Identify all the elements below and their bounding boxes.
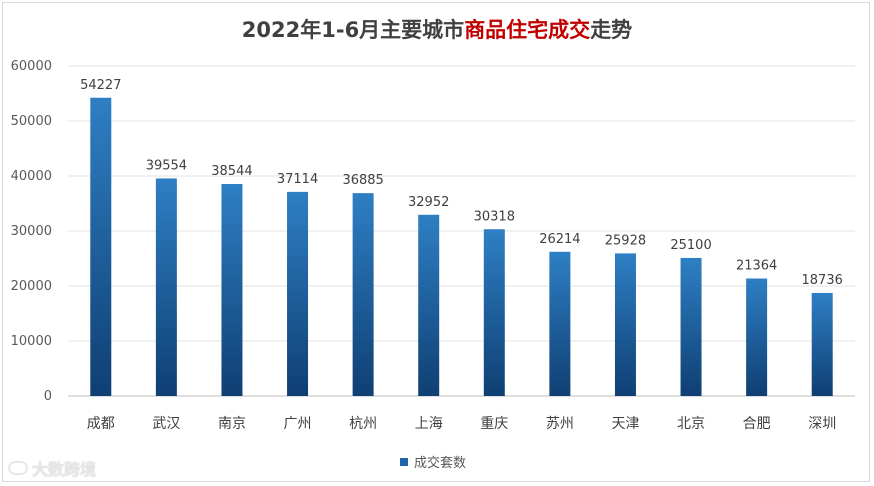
- category-label: 深圳: [808, 416, 836, 432]
- category-label: 苏州: [546, 416, 574, 432]
- bar-10: [680, 257, 702, 396]
- data-label: 25100: [670, 238, 711, 253]
- data-label: 30318: [474, 209, 515, 224]
- bar-9: [614, 253, 636, 396]
- data-label: 38544: [211, 164, 252, 179]
- legend: 成交套数: [400, 452, 466, 471]
- category-label: 重庆: [480, 416, 508, 432]
- category-label: 上海: [415, 416, 443, 432]
- data-label: 36885: [342, 173, 383, 188]
- category-label: 北京: [677, 416, 705, 432]
- title-part-highlight: 商品住宅成交: [464, 18, 591, 42]
- title-part-1: 2022年1-6月主要城市: [241, 18, 465, 42]
- y-tick-label: 50000: [11, 114, 52, 129]
- data-labels: 54227 39554 38544 37114 36885 32952 30318 26214…: [80, 78, 843, 288]
- bar-5: [352, 193, 374, 396]
- data-label: 25928: [605, 233, 646, 248]
- chart-title: 2022年1-6月主要城市商品住宅成交走势: [0, 14, 874, 44]
- data-label: 54227: [80, 78, 121, 93]
- watermark-logo-icon: [8, 461, 28, 475]
- bar-1: [90, 97, 112, 397]
- data-label: 37114: [277, 172, 318, 187]
- data-label: 18736: [802, 273, 843, 288]
- legend-label: 成交套数: [414, 456, 467, 471]
- category-label: 天津: [611, 416, 639, 432]
- data-label: 32952: [408, 195, 449, 210]
- y-tick-label: 60000: [11, 59, 52, 74]
- data-label: 26214: [539, 232, 580, 247]
- watermark-text: 大数跨境: [32, 460, 97, 479]
- bars: [90, 97, 833, 397]
- y-tick-label: 40000: [11, 169, 52, 184]
- category-label: 杭州: [349, 416, 377, 432]
- data-label: 39554: [146, 158, 187, 173]
- bar-12: [811, 292, 833, 396]
- y-tick-label: 10000: [11, 334, 52, 349]
- title-part-3: 走势: [590, 18, 633, 42]
- category-label: 南京: [218, 416, 246, 432]
- category-label: 广州: [284, 416, 312, 432]
- y-tick-label: 0: [44, 389, 52, 404]
- category-label: 合肥: [743, 416, 771, 432]
- gridlines: [68, 65, 855, 397]
- bar-2: [155, 178, 177, 396]
- data-label: 21364: [736, 258, 777, 273]
- y-axis-ticks: 0 10000 20000 30000 40000 50000 60000: [11, 59, 52, 404]
- y-tick-label: 30000: [11, 224, 52, 239]
- bar-7: [483, 229, 505, 396]
- bar-8: [549, 251, 571, 396]
- bar-3: [221, 184, 243, 396]
- legend-swatch-icon: [400, 457, 408, 466]
- x-axis-categories: 成都 武汉 南京 广州 杭州 上海 重庆 苏州 天津 北京 合肥 深圳: [87, 416, 836, 432]
- category-label: 成都: [87, 416, 115, 432]
- bar-6: [418, 214, 440, 396]
- watermark: 大数跨境: [8, 456, 96, 480]
- y-tick-label: 20000: [11, 279, 52, 294]
- bar-11: [746, 278, 768, 396]
- bar-4: [287, 191, 309, 396]
- category-label: 武汉: [152, 416, 180, 432]
